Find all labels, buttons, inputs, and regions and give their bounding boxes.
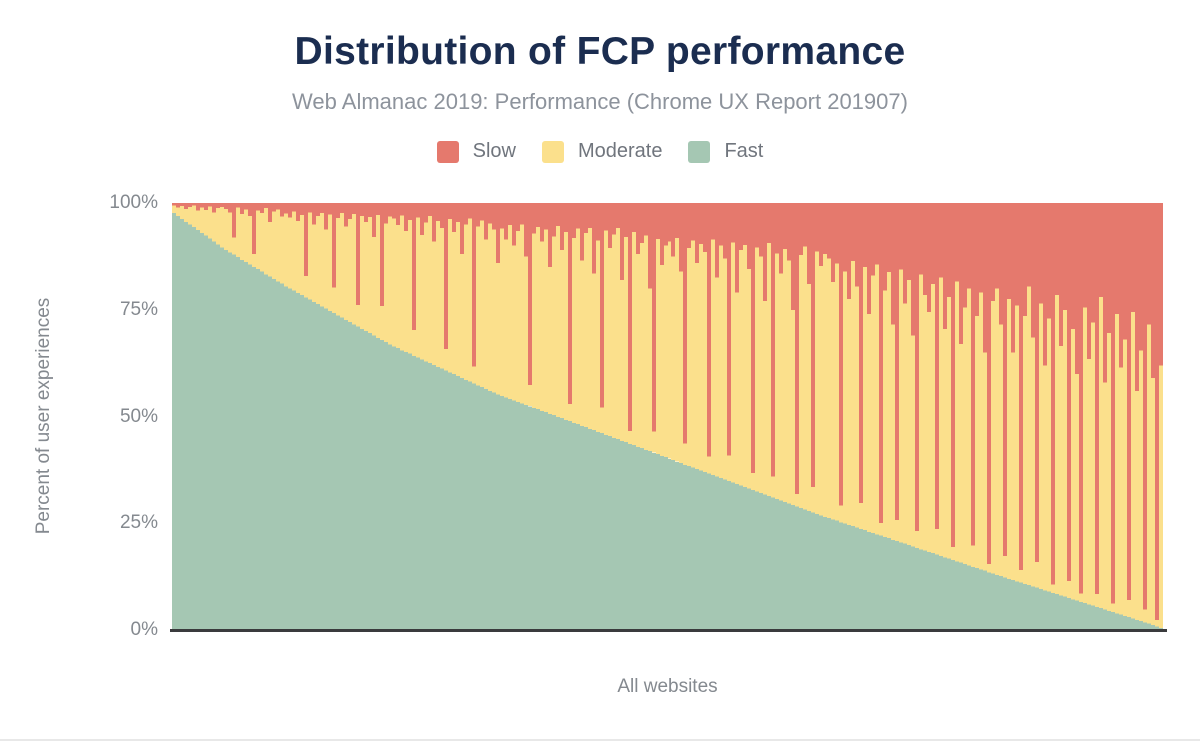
chart-subtitle: Web Almanac 2019: Performance (Chrome UX… <box>292 89 908 114</box>
plot-area <box>172 203 1163 630</box>
y-axis-tick-50: 50% <box>119 406 158 427</box>
legend-label-moderate: Moderate <box>577 140 663 162</box>
legend-item-fast: Fast <box>688 140 763 163</box>
moderate-swatch-icon <box>541 140 564 163</box>
y-axis-tick-100: 100% <box>109 192 158 213</box>
x-axis-label: All websites <box>617 676 718 697</box>
legend-item-slow: Slow <box>436 140 516 163</box>
legend-label-fast: Fast <box>724 140 764 162</box>
y-axis-tick-25: 25% <box>119 512 158 533</box>
legend-item-moderate: Moderate <box>541 140 663 163</box>
x-axis-line <box>170 629 1167 632</box>
y-axis-tick-75: 75% <box>119 299 158 320</box>
footer-divider <box>0 739 1200 741</box>
chart-title: Distribution of FCP performance <box>294 30 906 73</box>
legend: Slow Moderate Fast <box>0 140 1200 163</box>
stacked-bars-svg <box>172 203 1163 630</box>
fast-swatch-icon <box>688 140 711 163</box>
y-axis-title: Percent of user experiences <box>33 297 54 535</box>
legend-label-slow: Slow <box>472 140 516 162</box>
y-axis-tick-0: 0% <box>130 619 158 640</box>
slow-swatch-icon <box>436 140 459 163</box>
